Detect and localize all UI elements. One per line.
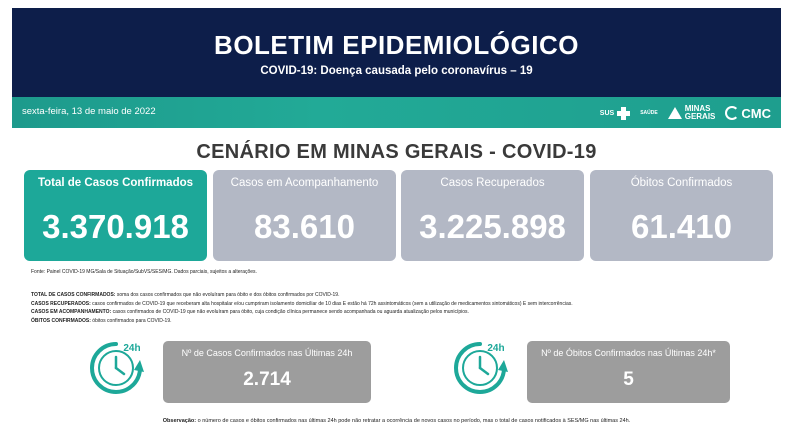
card-label: Casos em Acompanhamento — [230, 177, 379, 189]
card-value: 2.714 — [243, 369, 291, 390]
card-total-confirmed: Total de Casos Confirmados 3.370.918 — [24, 170, 207, 261]
scenario-title: CENÁRIO EM MINAS GERAIS - COVID-19 — [196, 141, 597, 163]
data-source: Fonte: Painel COVID-19 MG/Sala de Situaç… — [31, 269, 257, 275]
card-in-follow-up: Casos em Acompanhamento 83.610 — [213, 170, 396, 261]
card-label: Nº de Casos Confirmados nas Últimas 24h — [181, 348, 353, 358]
card-label: Casos Recuperados — [440, 177, 545, 189]
definition-text: óbitos confirmados para COVID-19. — [90, 318, 172, 325]
card-value: 3.370.918 — [42, 208, 189, 245]
clock-label: 24h — [487, 343, 504, 354]
definition-text: soma dos casos confirmados que não evolu… — [115, 292, 340, 298]
card-cases-24h: Nº de Casos Confirmados nas Últimas 24h … — [163, 341, 371, 403]
definitions: TOTAL DE CASOS CONFIRMADOS: soma dos cas… — [31, 291, 573, 326]
saude-logo: SAÚDE — [640, 110, 658, 116]
card-label: Total de Casos Confirmados — [37, 177, 194, 189]
definition-text: casos confirmados de COVID-19 que não ev… — [111, 309, 469, 316]
clock-label: 24h — [123, 343, 140, 354]
definition-term: TOTAL DE CASOS CONFIRMADOS: — [31, 292, 116, 298]
date-bar: sexta-feira, 13 de maio de 2022 SUS SAÚD… — [12, 97, 781, 128]
bulletin-subtitle: COVID-19: Doença causada pelo coronavíru… — [260, 65, 533, 77]
card-recovered: Casos Recuperados 3.225.898 — [401, 170, 584, 261]
card-value: 5 — [623, 369, 634, 390]
definition-item: TOTAL DE CASOS CONFIRMADOS: soma dos cas… — [31, 291, 573, 300]
observation-note: Observação: o número de casos e óbitos c… — [0, 418, 793, 424]
card-value: 83.610 — [254, 208, 355, 245]
definition-term: ÓBITOS CONFIRMADOS: — [31, 318, 91, 325]
cmc-ring-icon — [725, 106, 740, 120]
mg-logo-line2: GERAIS — [684, 112, 716, 121]
definition-item: CASOS EM ACOMPANHAMENTO: casos confirmad… — [31, 308, 573, 317]
report-date: sexta-feira, 13 de maio de 2022 — [22, 106, 156, 117]
sus-logo: SUS — [599, 106, 631, 120]
definition-item: ÓBITOS CONFIRMADOS: óbitos confirmados p… — [31, 317, 573, 326]
definition-text: casos confirmados de COVID-19 que recebe… — [90, 300, 573, 307]
triangle-icon — [667, 107, 682, 119]
cross-icon — [617, 106, 631, 120]
clock-24h-icon: 24h — [454, 342, 508, 394]
card-value: 61.410 — [631, 208, 732, 245]
cmc-logo-text: CMC — [741, 105, 771, 121]
note-text: o número de casos e óbitos confirmados n… — [196, 418, 631, 424]
clock-24h-icon: 24h — [90, 342, 144, 394]
cmc-logo: CMC — [725, 106, 771, 121]
sus-logo-text: SUS — [599, 109, 615, 117]
bulletin-header: BOLETIM EPIDEMIOLÓGICO COVID-19: Doença … — [12, 8, 781, 97]
definition-item: CASOS RECUPERADOS: casos confirmados de … — [31, 300, 573, 309]
mg-logo-line1: MINAS — [684, 104, 711, 113]
logo-strip: SUS SAÚDE MINAS GERAIS CMC — [600, 102, 771, 124]
card-value: 3.225.898 — [419, 208, 566, 245]
card-label: Óbitos Confirmados — [630, 177, 733, 189]
definition-term: CASOS RECUPERADOS: — [31, 300, 91, 307]
definition-term: CASOS EM ACOMPANHAMENTO: — [31, 309, 112, 316]
card-deaths: Óbitos Confirmados 61.410 — [590, 170, 773, 261]
card-label: Nº de Óbitos Confirmados nas Últimas 24h… — [541, 348, 716, 358]
card-deaths-24h: Nº de Óbitos Confirmados nas Últimas 24h… — [527, 341, 730, 403]
minas-gerais-logo: MINAS GERAIS — [667, 104, 716, 121]
bulletin-title: BOLETIM EPIDEMIOLÓGICO — [214, 30, 579, 60]
note-term: Observação: — [162, 418, 197, 424]
